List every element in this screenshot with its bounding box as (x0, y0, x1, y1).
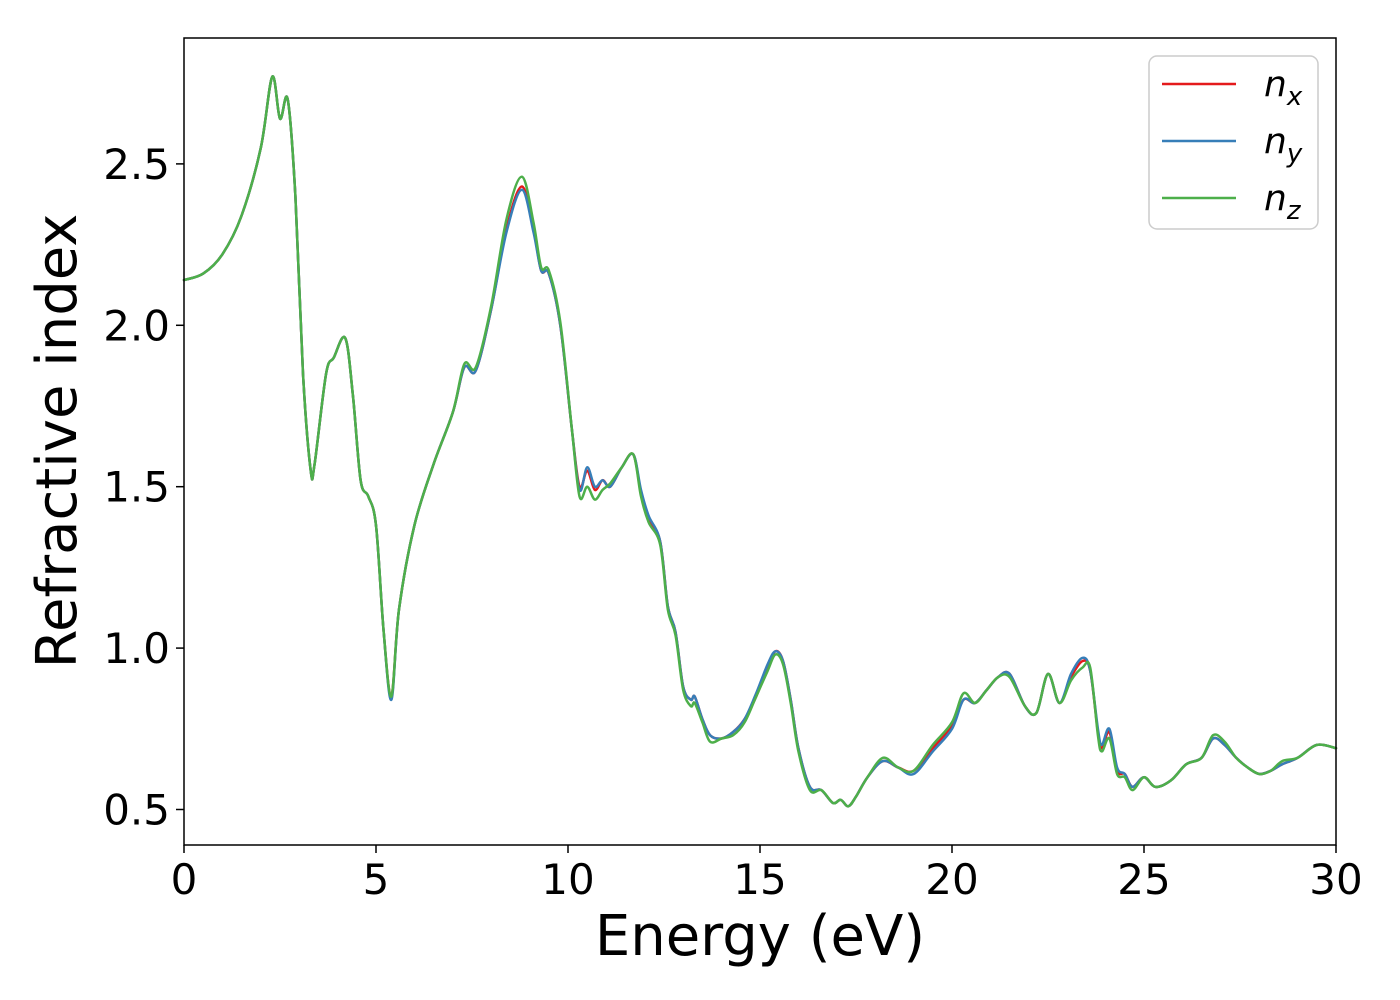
y-axis-ticks: 0.5 1.0 1.5 2.0 2.5 (103, 140, 184, 834)
legend-subscript: x (1286, 82, 1303, 112)
y-tick-label: 2.5 (103, 140, 170, 189)
legend-subscript: y (1286, 139, 1303, 169)
series-line-n-z (182, 75, 1338, 808)
legend-subscript: z (1286, 196, 1302, 226)
legend-label-n-y: ny (1264, 121, 1303, 169)
series-layer (182, 75, 1338, 808)
x-tick-label: 15 (733, 855, 786, 904)
x-tick-label: 30 (1309, 855, 1362, 904)
legend-label-n-x: nx (1264, 64, 1303, 112)
x-tick-label: 0 (171, 855, 198, 904)
x-tick-label: 5 (363, 855, 390, 904)
x-tick-label: 20 (925, 855, 978, 904)
x-axis-ticks: 0 5 10 15 20 25 30 (171, 845, 1363, 904)
x-tick-label: 10 (541, 855, 594, 904)
y-axis-title: Refractive index (25, 214, 90, 669)
y-tick-label: 0.5 (103, 785, 170, 834)
y-tick-label: 2.0 (103, 301, 170, 350)
x-tick-label: 25 (1117, 855, 1170, 904)
y-tick-label: 1.0 (103, 624, 170, 673)
legend-box (1148, 55, 1319, 230)
y-tick-label: 1.5 (103, 463, 170, 512)
x-axis-title: Energy (eV) (595, 904, 925, 969)
